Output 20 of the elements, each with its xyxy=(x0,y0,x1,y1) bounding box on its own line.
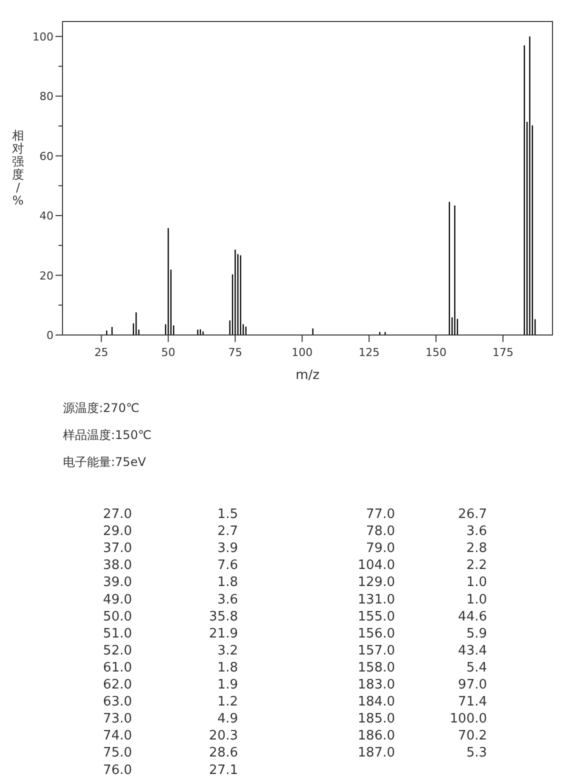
text: 源温度:270℃ xyxy=(63,401,140,415)
y-tick-label: 80 xyxy=(40,90,54,104)
x-tick-label: 175 xyxy=(492,346,514,359)
x-tick-label: 75 xyxy=(228,346,242,359)
x-tick-label: 50 xyxy=(161,346,176,359)
y-tick-label: 60 xyxy=(40,150,54,163)
text: 电子能量:75eV xyxy=(63,455,147,469)
y-tick-label: 0 xyxy=(46,329,54,342)
x-tick-label: 25 xyxy=(94,346,108,359)
text: 样品温度:150℃ xyxy=(63,428,152,442)
plot: 0 20 40 60 80 100 25 50 75 100 125 150 175 xyxy=(32,21,553,359)
x-axis-title: m/z xyxy=(296,368,320,383)
y-tick-label: 100 xyxy=(32,30,54,44)
x-tick-label: 125 xyxy=(358,346,380,359)
y-tick-label: 20 xyxy=(40,269,54,282)
x-tick-label: 150 xyxy=(426,346,447,359)
y-axis-title: 相对强度/% xyxy=(12,128,24,208)
table: 27.0 1.5 77.0 26.7 29.0 2.7 78.0 3.6 37.0 3.9 79.0 2.8 38.0 7.6 104.0 2.2 39.0 1.8 129.0 1.0 49.0 3.6 131.0 1.0 50.0 35.8 155.0 44.6 51.0 21.9 156.0 5.9 52.0 3.2 157.0 43.4 61.0 1.8 158.0 5.4 62.0 1.9 183.0 97.0 63.0 1.2 184.0 71.4 73.0 4.9 185.0 100.0 74.0 20.3 186.0 70.2 75.0 28.6 187.0 5.3 76.0 27.1 xyxy=(103,507,487,778)
x-tick-label: 100 xyxy=(292,346,313,359)
y-tick-label: 40 xyxy=(40,210,54,223)
